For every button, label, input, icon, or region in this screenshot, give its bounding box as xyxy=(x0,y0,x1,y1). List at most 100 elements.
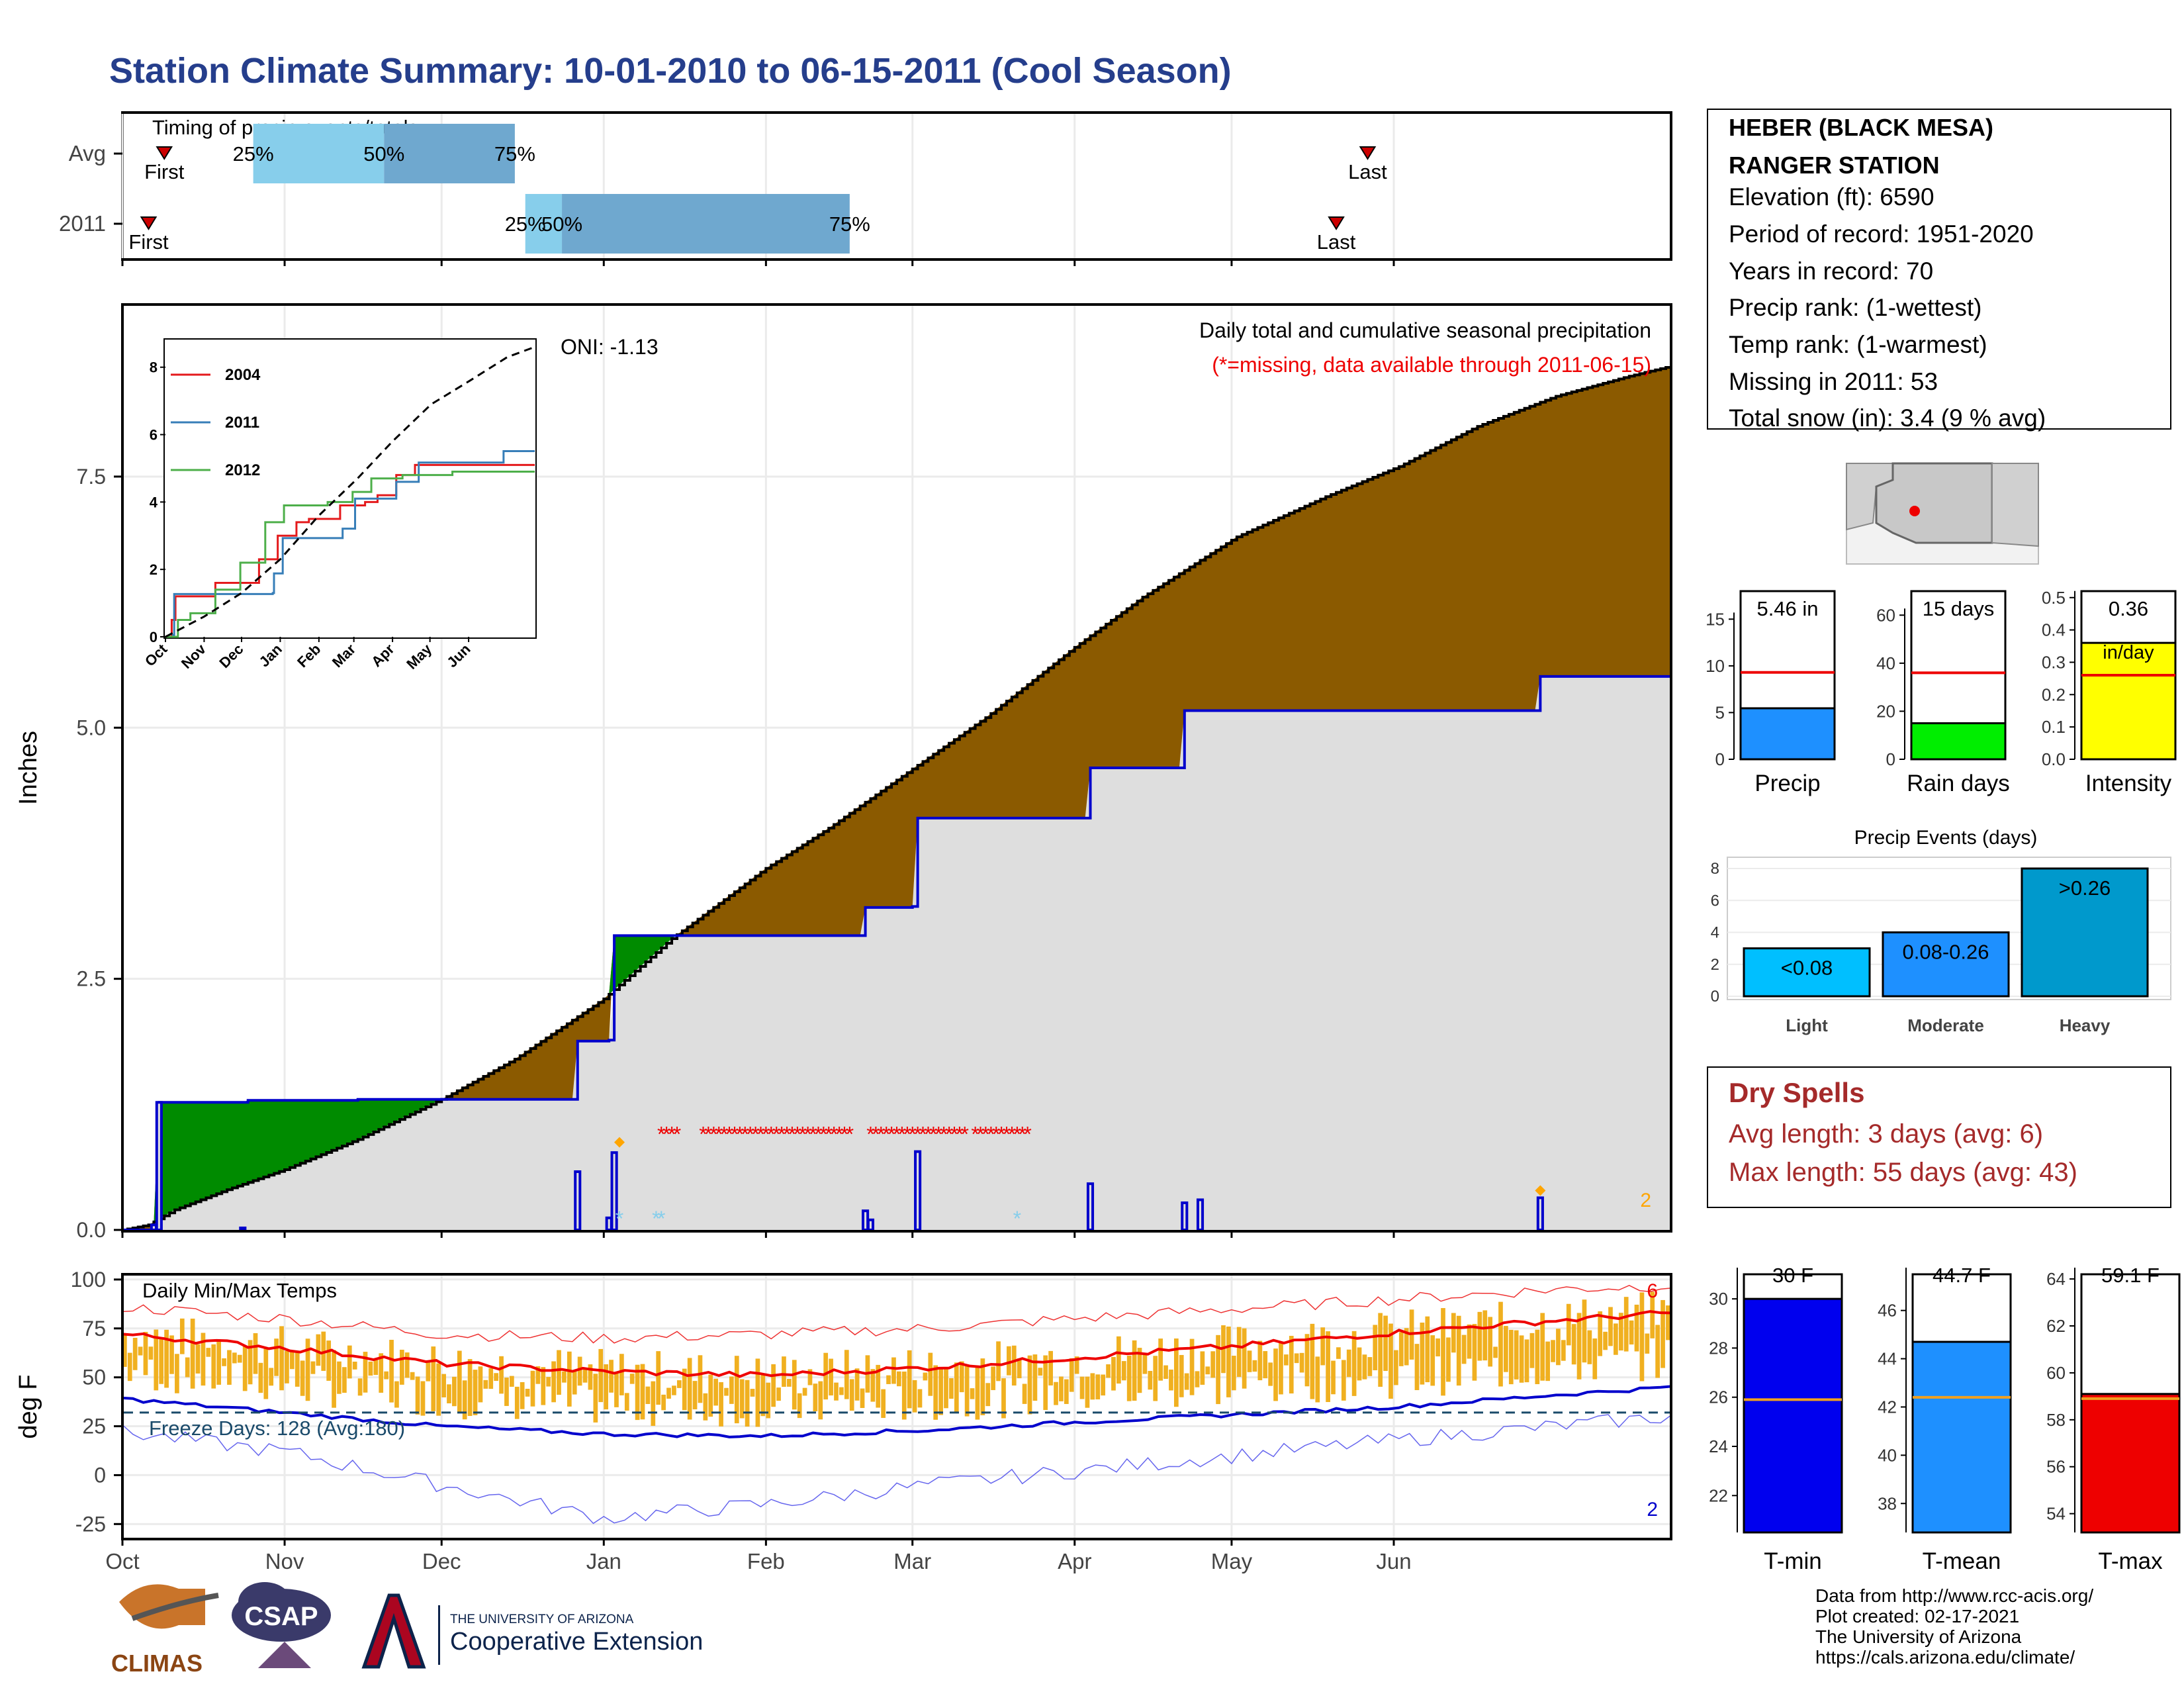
temp-daily-bar xyxy=(462,1380,467,1420)
temp-daily-bar xyxy=(923,1372,928,1381)
events-bar xyxy=(2021,867,2149,998)
month-label: Jan xyxy=(586,1549,621,1573)
temp-daily-bar xyxy=(786,1379,792,1387)
inset-ytick-label: 6 xyxy=(150,427,158,444)
tbar-tick-label: 26 xyxy=(1709,1387,1728,1407)
intensity-bar-tick-label: 0.1 xyxy=(2042,717,2066,737)
temp-daily-bar xyxy=(494,1373,499,1382)
inset-ytick-label: 2 xyxy=(150,561,158,578)
temp-daily-bar xyxy=(1571,1324,1576,1365)
logo-ua: THE UNIVERSITY OF ARIZONA Cooperative Ex… xyxy=(361,1593,703,1669)
temp-summary-bars: 22 24 26 28 30 30 F T-min 38 40 42 44 46 44.7 F T-mea… xyxy=(1709,1264,2181,1574)
temp-daily-bar xyxy=(1618,1313,1623,1351)
temp-daily-bar xyxy=(672,1385,676,1395)
missing-day-marker: * xyxy=(762,1122,770,1146)
missing-day-marker: * xyxy=(846,1122,854,1146)
temp-daily-bar xyxy=(138,1346,143,1356)
temp-daily-bar xyxy=(1634,1304,1639,1352)
temp-daily-bar xyxy=(1498,1301,1503,1387)
temp-daily-bar xyxy=(1373,1325,1378,1371)
temp-daily-bar xyxy=(849,1379,854,1411)
temp-daily-bar xyxy=(1210,1351,1216,1378)
missing-day-marker: * xyxy=(741,1122,749,1146)
temp-daily-bar xyxy=(949,1378,954,1399)
tbar-title: T-max xyxy=(2098,1548,2163,1574)
temp-daily-bar xyxy=(148,1346,154,1360)
temp-daily-bar xyxy=(1598,1311,1603,1356)
missing-day-marker: * xyxy=(668,1122,676,1146)
tbar-tick-label: 40 xyxy=(1878,1445,1897,1465)
temp-daily-bar xyxy=(195,1344,201,1374)
missing-day-marker: * xyxy=(794,1122,801,1146)
temp-daily-bar xyxy=(127,1352,132,1382)
timing-first-label: First xyxy=(128,230,169,254)
temp-daily-bar xyxy=(206,1348,211,1357)
temp-daily-bar xyxy=(1467,1324,1472,1359)
temp-daily-bar xyxy=(829,1358,833,1396)
temp-daily-bar xyxy=(1351,1331,1357,1396)
temp-daily-bar xyxy=(1106,1364,1111,1378)
inset-series-line xyxy=(165,463,535,638)
precip-bar-title: Precip xyxy=(1754,771,1820,796)
temp-daily-bar xyxy=(1231,1356,1236,1391)
temp-daily-bar xyxy=(1179,1354,1184,1397)
missing-day-marker: * xyxy=(819,1122,827,1146)
locator-map xyxy=(1846,462,2039,565)
temp-daily-bar xyxy=(1341,1360,1346,1401)
events-tick-label: 6 xyxy=(1711,892,1719,910)
missing-day-marker: * xyxy=(731,1122,739,1146)
temp-daily-bar xyxy=(535,1366,541,1384)
temp-ytick-label: 50 xyxy=(82,1366,106,1389)
tbar-tick-label: 62 xyxy=(2046,1316,2066,1336)
month-label: Jun xyxy=(1376,1549,1411,1573)
temp-daily-bar xyxy=(1064,1379,1069,1404)
freeze-days-label: Freeze Days: 128 (Avg:180) xyxy=(149,1417,405,1440)
temp-daily-bar xyxy=(164,1329,169,1388)
temp-daily-bar xyxy=(546,1377,551,1387)
precip-daily-bar xyxy=(239,1226,247,1231)
temp-daily-bar xyxy=(1367,1357,1373,1376)
temp-daily-bar xyxy=(1116,1336,1121,1384)
temp-daily-bar xyxy=(1614,1323,1618,1355)
tbar-tick-label: 38 xyxy=(1878,1493,1897,1513)
temp-daily-bar xyxy=(1576,1313,1582,1380)
inset-ytick-label: 8 xyxy=(150,359,158,376)
temp-daily-bar xyxy=(1299,1352,1304,1373)
tbar-tick-label: 58 xyxy=(2046,1410,2066,1430)
temp-daily-bar xyxy=(651,1381,656,1427)
missing-day-marker: * xyxy=(751,1122,759,1146)
missing-day-marker: * xyxy=(866,1122,874,1146)
temp-daily-bar xyxy=(368,1361,373,1376)
intensity-bar-tick-label: 0.3 xyxy=(2042,652,2066,672)
station-missing: Missing in 2011: 53 xyxy=(1729,368,1938,395)
precip-ytick-label: 2.5 xyxy=(77,967,106,991)
timing-p25-label: 25% xyxy=(233,142,274,165)
missing-day-marker: * xyxy=(997,1122,1005,1146)
temp-daily-bar xyxy=(1650,1291,1655,1338)
events-tick-label: 8 xyxy=(1711,860,1719,878)
temp-daily-bar xyxy=(1362,1354,1367,1380)
missing-day-marker: * xyxy=(814,1122,822,1146)
temp-daily-bar xyxy=(1623,1297,1629,1352)
temp-daily-bar xyxy=(692,1381,698,1410)
tbar-tick-label: 44 xyxy=(1878,1349,1897,1369)
missing-day-marker: * xyxy=(887,1122,895,1146)
temp-daily-bar xyxy=(483,1380,488,1389)
temp-daily-bar xyxy=(771,1364,776,1407)
month-axis: Oct Nov Dec Jan Feb Mar Apr May Jun xyxy=(105,1549,1411,1573)
temp-daily-bar xyxy=(1540,1313,1545,1381)
temp-ytick-label: 25 xyxy=(82,1415,106,1438)
raindays-bar-tick-label: 20 xyxy=(1876,701,1895,721)
temp-daily-bar xyxy=(1326,1331,1330,1403)
station-name-2: RANGER STATION xyxy=(1729,152,1940,179)
station-temp-rank: Temp rank: (1-warmest) xyxy=(1729,331,1987,358)
temp-daily-bar xyxy=(467,1359,473,1417)
temp-daily-bar xyxy=(1655,1325,1661,1378)
missing-day-marker: * xyxy=(673,1122,681,1146)
temp-daily-bar xyxy=(551,1361,556,1403)
temp-daily-bar xyxy=(426,1360,431,1382)
temp-daily-bar xyxy=(839,1387,844,1395)
missing-day-marker: * xyxy=(720,1122,728,1146)
temp-daily-bar xyxy=(242,1346,248,1391)
csap-mountain xyxy=(258,1642,311,1668)
